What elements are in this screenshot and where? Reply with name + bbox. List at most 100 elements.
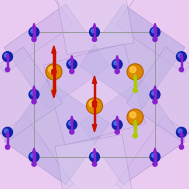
Circle shape bbox=[130, 112, 136, 118]
Polygon shape bbox=[70, 116, 73, 121]
Polygon shape bbox=[4, 80, 109, 185]
Polygon shape bbox=[55, 134, 134, 189]
Circle shape bbox=[130, 67, 136, 73]
Circle shape bbox=[67, 59, 77, 69]
Polygon shape bbox=[33, 23, 36, 28]
Circle shape bbox=[152, 91, 156, 95]
Circle shape bbox=[127, 64, 143, 80]
Circle shape bbox=[90, 152, 99, 162]
Circle shape bbox=[128, 65, 142, 79]
Polygon shape bbox=[116, 0, 189, 73]
Polygon shape bbox=[52, 74, 55, 79]
Polygon shape bbox=[80, 80, 185, 185]
Bar bbox=[181, 136, 182, 147]
Circle shape bbox=[52, 88, 56, 92]
Circle shape bbox=[52, 69, 56, 73]
Circle shape bbox=[3, 127, 12, 137]
Circle shape bbox=[4, 53, 8, 57]
Bar bbox=[154, 153, 156, 164]
Polygon shape bbox=[4, 4, 109, 109]
Circle shape bbox=[70, 69, 74, 74]
Circle shape bbox=[32, 162, 36, 166]
Circle shape bbox=[177, 127, 186, 137]
Circle shape bbox=[3, 52, 12, 62]
Bar bbox=[94, 153, 95, 164]
Bar bbox=[7, 58, 8, 70]
Circle shape bbox=[32, 37, 36, 41]
Circle shape bbox=[133, 88, 137, 92]
Bar bbox=[34, 32, 155, 157]
Circle shape bbox=[153, 37, 157, 41]
Polygon shape bbox=[0, 47, 63, 142]
Polygon shape bbox=[116, 55, 119, 60]
Bar bbox=[94, 28, 95, 39]
Circle shape bbox=[92, 37, 97, 41]
Circle shape bbox=[112, 59, 122, 69]
Bar bbox=[135, 79, 136, 90]
Circle shape bbox=[47, 65, 61, 79]
Circle shape bbox=[5, 145, 10, 149]
Polygon shape bbox=[0, 0, 73, 73]
Circle shape bbox=[32, 100, 36, 104]
Circle shape bbox=[91, 29, 95, 33]
Bar bbox=[7, 136, 8, 147]
Circle shape bbox=[150, 27, 160, 37]
Circle shape bbox=[178, 129, 182, 133]
Circle shape bbox=[177, 52, 186, 62]
Circle shape bbox=[69, 61, 72, 65]
Polygon shape bbox=[180, 53, 183, 58]
Polygon shape bbox=[93, 148, 96, 153]
Circle shape bbox=[114, 61, 118, 65]
Polygon shape bbox=[80, 4, 185, 109]
Polygon shape bbox=[52, 91, 56, 98]
Polygon shape bbox=[153, 148, 156, 153]
Circle shape bbox=[31, 29, 35, 33]
Bar bbox=[135, 124, 136, 136]
Polygon shape bbox=[6, 53, 9, 58]
Bar bbox=[71, 60, 73, 71]
Circle shape bbox=[92, 162, 97, 166]
Circle shape bbox=[29, 27, 39, 37]
Circle shape bbox=[115, 69, 119, 74]
Bar bbox=[33, 90, 35, 102]
Circle shape bbox=[69, 122, 72, 125]
Circle shape bbox=[4, 129, 8, 133]
Bar bbox=[116, 121, 118, 132]
Circle shape bbox=[89, 101, 95, 107]
Circle shape bbox=[153, 162, 157, 166]
Circle shape bbox=[153, 100, 157, 104]
Bar bbox=[94, 105, 95, 125]
Circle shape bbox=[46, 64, 62, 80]
Polygon shape bbox=[93, 23, 96, 28]
Bar bbox=[116, 60, 118, 71]
Polygon shape bbox=[134, 74, 137, 79]
Circle shape bbox=[179, 145, 184, 149]
Circle shape bbox=[29, 90, 39, 99]
Circle shape bbox=[150, 90, 160, 99]
Polygon shape bbox=[116, 116, 119, 121]
Bar bbox=[154, 28, 156, 39]
Polygon shape bbox=[70, 55, 73, 60]
Circle shape bbox=[152, 29, 156, 33]
Polygon shape bbox=[55, 0, 134, 55]
Circle shape bbox=[52, 70, 56, 74]
Circle shape bbox=[67, 120, 77, 130]
Circle shape bbox=[150, 152, 160, 162]
Circle shape bbox=[114, 122, 118, 125]
Polygon shape bbox=[92, 125, 97, 132]
Polygon shape bbox=[33, 86, 36, 90]
Circle shape bbox=[92, 103, 97, 107]
Circle shape bbox=[92, 101, 97, 105]
Bar bbox=[181, 58, 182, 70]
Bar bbox=[53, 79, 54, 90]
Circle shape bbox=[31, 91, 35, 95]
Circle shape bbox=[90, 27, 99, 37]
Polygon shape bbox=[44, 44, 145, 145]
Polygon shape bbox=[153, 86, 156, 90]
Bar bbox=[71, 121, 73, 132]
Circle shape bbox=[5, 67, 10, 72]
Polygon shape bbox=[126, 47, 189, 142]
Polygon shape bbox=[134, 120, 137, 124]
Circle shape bbox=[29, 152, 39, 162]
Polygon shape bbox=[52, 46, 56, 53]
